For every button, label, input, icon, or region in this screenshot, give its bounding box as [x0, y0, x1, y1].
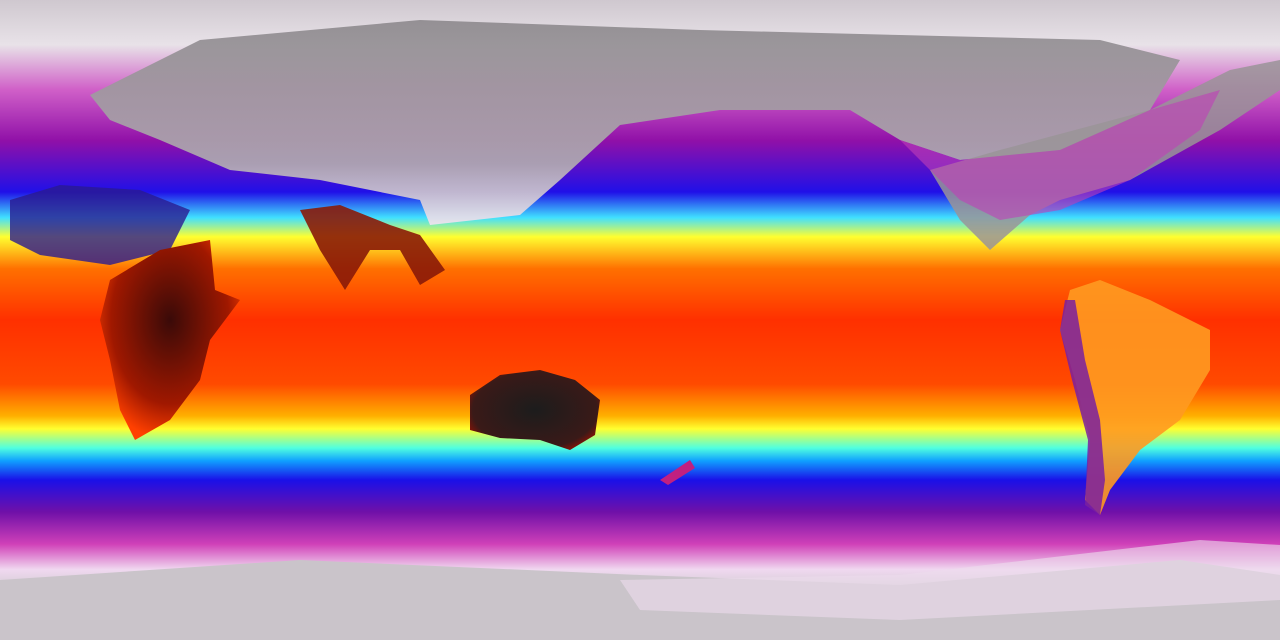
- eurasia-landmass: [90, 20, 1180, 225]
- europe-region: [10, 185, 190, 265]
- new-zealand: [660, 460, 695, 485]
- south-asia-landmass: [300, 205, 445, 290]
- africa-landmass: [100, 240, 240, 440]
- australia-landmass: [470, 370, 600, 450]
- andes-cold-strip: [1060, 300, 1105, 515]
- north-america-edge: [900, 90, 1220, 220]
- southern-sea-ice: [620, 540, 1280, 620]
